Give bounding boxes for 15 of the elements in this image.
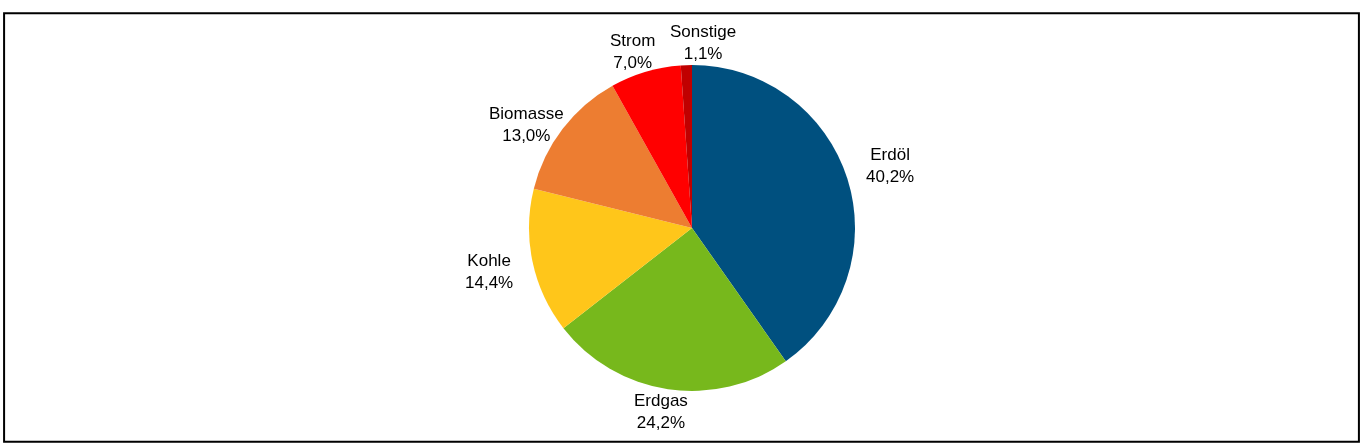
slice-label: Biomasse xyxy=(489,104,564,123)
slice-label: Erdgas xyxy=(634,391,688,410)
slice-label: Erdöl xyxy=(870,145,910,164)
slice-label: Sonstige xyxy=(670,22,737,41)
slice-label: Strom xyxy=(610,31,656,50)
data-label: 7,0% xyxy=(613,53,653,73)
data-label: 13,0% xyxy=(502,126,551,146)
pie-slice xyxy=(692,65,855,362)
data-label: 40,2% xyxy=(866,167,915,187)
pie-slice xyxy=(529,188,692,329)
pie-slice xyxy=(563,228,786,391)
slice-label: Kohle xyxy=(467,251,511,270)
data-label: 1,1% xyxy=(683,44,723,64)
data-label: 14,4% xyxy=(465,273,514,293)
data-label: 24,2% xyxy=(636,413,686,433)
